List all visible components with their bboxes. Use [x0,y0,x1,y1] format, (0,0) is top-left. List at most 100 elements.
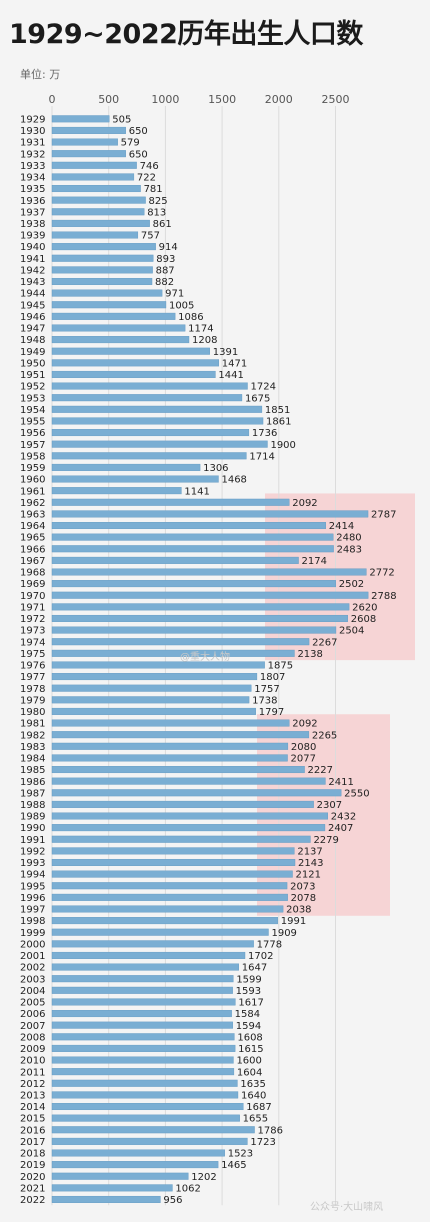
bar [51,998,236,1006]
bar [51,986,233,994]
bar [51,835,311,843]
bar [51,370,216,378]
y-tick-label: 1936 [20,196,45,207]
y-tick-label: 1991 [20,835,45,846]
bar [51,324,186,332]
data-label: 2078 [291,893,316,904]
y-tick-label: 1934 [20,173,45,184]
data-label: 1086 [178,312,203,323]
data-label: 2174 [302,556,327,567]
data-label: 1738 [252,695,277,706]
y-tick-label: 1983 [20,742,45,753]
data-label: 1640 [241,1090,266,1101]
data-label: 887 [156,265,175,276]
bar [51,893,288,901]
bar [51,196,146,204]
data-label: 2279 [313,835,338,846]
bar [51,707,256,715]
data-label: 1202 [191,1172,216,1183]
y-tick-label: 2012 [20,1079,45,1090]
y-tick-label: 1982 [20,730,45,741]
y-tick-label: 1960 [20,475,45,486]
bar [51,824,326,832]
bar [51,138,118,146]
y-tick-label: 2005 [20,998,45,1009]
data-label: 2077 [291,754,316,765]
y-tick-label: 1993 [20,858,45,869]
bar [51,614,348,622]
bar [51,1044,236,1052]
bar [51,1079,238,1087]
y-tick-label: 1954 [20,405,45,416]
bar [51,882,288,890]
y-tick-label: 1974 [20,637,45,648]
data-label: 505 [112,114,131,125]
bar [51,963,239,971]
y-tick-label: 1955 [20,417,45,428]
y-tick-label: 1944 [20,289,45,300]
y-tick-label: 1979 [20,695,45,706]
bar [51,382,248,390]
y-tick-label: 1950 [20,358,45,369]
data-label: 1141 [184,486,209,497]
x-tick-label: 1000 [151,93,179,106]
data-label: 1723 [250,1137,275,1148]
bar [51,731,310,739]
y-tick-label: 1951 [20,370,45,381]
bar [51,452,247,460]
data-label: 2788 [371,591,396,602]
data-label: 1593 [236,986,261,997]
y-tick-label: 2016 [20,1125,45,1136]
bar [51,673,258,681]
data-label: 1724 [251,382,276,393]
bar [51,208,145,216]
data-label: 1600 [236,1056,261,1067]
data-label: 2407 [328,823,353,834]
bar [51,777,326,785]
y-tick-label: 2014 [20,1102,45,1113]
y-tick-label: 1978 [20,684,45,695]
y-tick-label: 1973 [20,626,45,637]
bar [51,905,284,913]
bar [51,150,126,158]
data-label: 1900 [270,440,295,451]
bar [51,1068,235,1076]
bar [51,1161,219,1169]
data-label: 1757 [254,684,279,695]
y-tick-label: 1946 [20,312,45,323]
bar [51,359,220,367]
bar [51,626,337,634]
data-label: 1062 [175,1183,200,1194]
bar [51,1184,173,1192]
data-label: 1807 [260,672,285,683]
bar [51,161,137,169]
bar [51,440,268,448]
bar [51,603,350,611]
y-tick-label: 1998 [20,916,45,927]
data-label: 2608 [351,614,376,625]
y-tick-label: 1996 [20,893,45,904]
data-label: 1608 [237,1032,262,1043]
y-tick-label: 1930 [20,126,45,137]
bar [51,870,293,878]
bar [51,789,342,797]
data-label: 1851 [265,405,290,416]
y-tick-label: 1975 [20,649,45,660]
y-tick-label: 1937 [20,207,45,218]
y-tick-label: 1966 [20,544,45,555]
data-label: 1655 [243,1114,268,1125]
bar [51,684,252,692]
bar [51,1103,244,1111]
bar [51,254,154,262]
data-label: 971 [165,289,184,300]
bar [51,522,326,530]
bar [51,498,290,506]
data-label: 2092 [292,719,317,730]
y-tick-label: 1969 [20,579,45,590]
bar [51,1137,248,1145]
data-label: 1617 [238,998,263,1009]
data-label: 893 [156,254,175,265]
bar [51,463,201,471]
y-tick-label: 1985 [20,765,45,776]
